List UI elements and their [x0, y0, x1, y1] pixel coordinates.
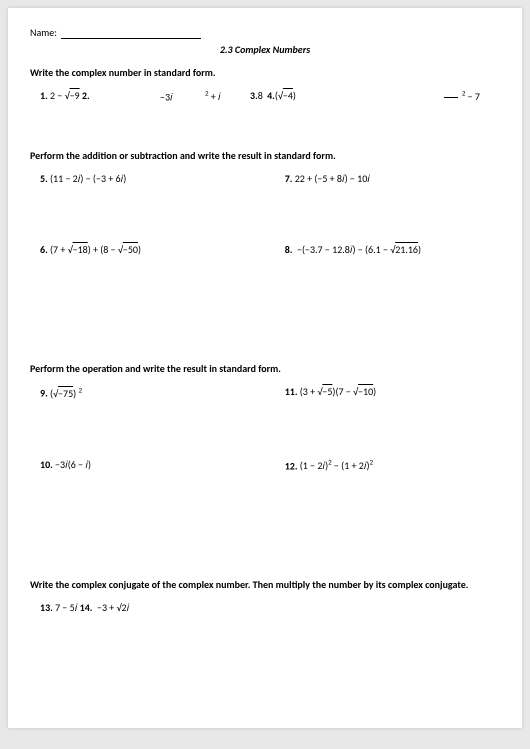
name-label: Name: [30, 26, 57, 39]
problem-12-expr: (1 − 2𝑖)2 − (1 + 2𝑖)2 [300, 459, 373, 472]
problem-9-expr: (√−75) 2 [50, 387, 82, 400]
problem-4-tail: 2 − 7 [370, 89, 480, 103]
problem-8-expr: −(−3.7 − 12.8𝑖) − (6.1 − √21.16) [295, 243, 421, 256]
problem-5: 5. (11 − 2𝑖) − (−3 + 6𝑖) [30, 172, 285, 185]
problem-8-number: 8. [285, 243, 293, 256]
problem-4-expr-b: 2 − 7 [462, 90, 480, 103]
problem-6-expr: (7 + √−18) + (8 − √−50) [50, 243, 141, 256]
problem-12: 12. (1 − 2𝑖)2 − (1 + 2𝑖)2 [285, 458, 500, 472]
problem-4-number: 4. [267, 89, 275, 102]
problem-3-expr: 8 [258, 89, 263, 102]
problems-row-6-8: 6. (7 + √−18) + (8 − √−50) 8. −(−3.7 − 1… [30, 243, 500, 256]
problem-14-expr: −3 + √2𝑖 [95, 601, 130, 614]
section-2-heading: Perform the addition or subtraction and … [30, 149, 500, 162]
problem-6: 6. (7 + √−18) + (8 − √−50) [30, 243, 285, 256]
problem-13-14: 13. 7 − 5𝑖 14. −3 + √2𝑖 [30, 601, 290, 614]
problem-7: 7. 22 + (−5 + 8𝑖) − 10𝑖 [285, 172, 500, 185]
problem-5-number: 5. [40, 172, 48, 185]
problems-row-9-11: 9. (√−75) 2 11. (3 + √−5)(7 − √−10) [30, 385, 500, 399]
section-3-heading: Perform the operation and write the resu… [30, 362, 500, 375]
problem-10: 10. −3𝑖(6 − 𝑖) [30, 458, 285, 472]
problem-7-expr: 22 + (−5 + 8𝑖) − 10𝑖 [295, 172, 370, 185]
problem-13-number: 13. [40, 601, 53, 614]
name-row: Name: [30, 26, 500, 39]
problem-11-expr: (3 + √−5)(7 − √−10) [300, 385, 376, 398]
problem-3-number: 3. [250, 89, 258, 102]
problem-2: −3𝑖 2 + 𝑖 [160, 89, 250, 103]
problem-11: 11. (3 + √−5)(7 − √−10) [285, 385, 500, 399]
problems-row-5-7: 5. (11 − 2𝑖) − (−3 + 6𝑖) 7. 22 + (−5 + 8… [30, 172, 500, 185]
problem-12-number: 12. [285, 459, 298, 472]
worksheet-page: Name: 2.3 Complex Numbers Write the comp… [8, 8, 522, 728]
problem-10-number: 10. [40, 458, 53, 471]
problem-11-number: 11. [285, 385, 298, 398]
problem-13-expr: 7 − 5𝑖 [55, 601, 77, 614]
section-1-heading: Write the complex number in standard for… [30, 66, 500, 79]
problem-2-number: 2. [82, 89, 90, 102]
problem-3-4: 3.8 4.(√−4) [250, 89, 370, 103]
problem-9-number: 9. [40, 387, 48, 400]
name-blank-line [61, 38, 201, 39]
page-title: 2.3 Complex Numbers [30, 43, 500, 56]
problem-4-expr: (√−4) [275, 89, 296, 102]
problem-1: 1. 2 − √−9 2. [30, 89, 160, 103]
problem-1-number: 1. [40, 89, 48, 102]
problem-8: 8. −(−3.7 − 12.8𝑖) − (6.1 − √21.16) [285, 243, 500, 256]
problems-row-1-4: 1. 2 − √−9 2. −3𝑖 2 + 𝑖 3.8 4.(√−4) 2 − … [30, 89, 500, 103]
problems-row-10-12: 10. −3𝑖(6 − 𝑖) 12. (1 − 2𝑖)2 − (1 + 2𝑖)2 [30, 458, 500, 472]
problem-2-expr-b: 2 + 𝑖 [205, 90, 221, 103]
problem-5-expr: (11 − 2𝑖) − (−3 + 6𝑖) [50, 172, 126, 185]
problem-14-number: 14. [80, 601, 93, 614]
section-4-heading: Write the complex conjugate of the compl… [30, 578, 500, 591]
problem-7-number: 7. [285, 172, 293, 185]
problem-2-expr: −3𝑖 [160, 90, 173, 103]
overline-icon [444, 97, 458, 98]
problem-9: 9. (√−75) 2 [30, 385, 285, 399]
problems-row-13-14: 13. 7 − 5𝑖 14. −3 + √2𝑖 [30, 601, 500, 614]
problem-1-expr: 2 − √−9 [50, 89, 80, 102]
problem-6-number: 6. [40, 243, 48, 256]
problem-10-expr: −3𝑖(6 − 𝑖) [55, 458, 91, 471]
